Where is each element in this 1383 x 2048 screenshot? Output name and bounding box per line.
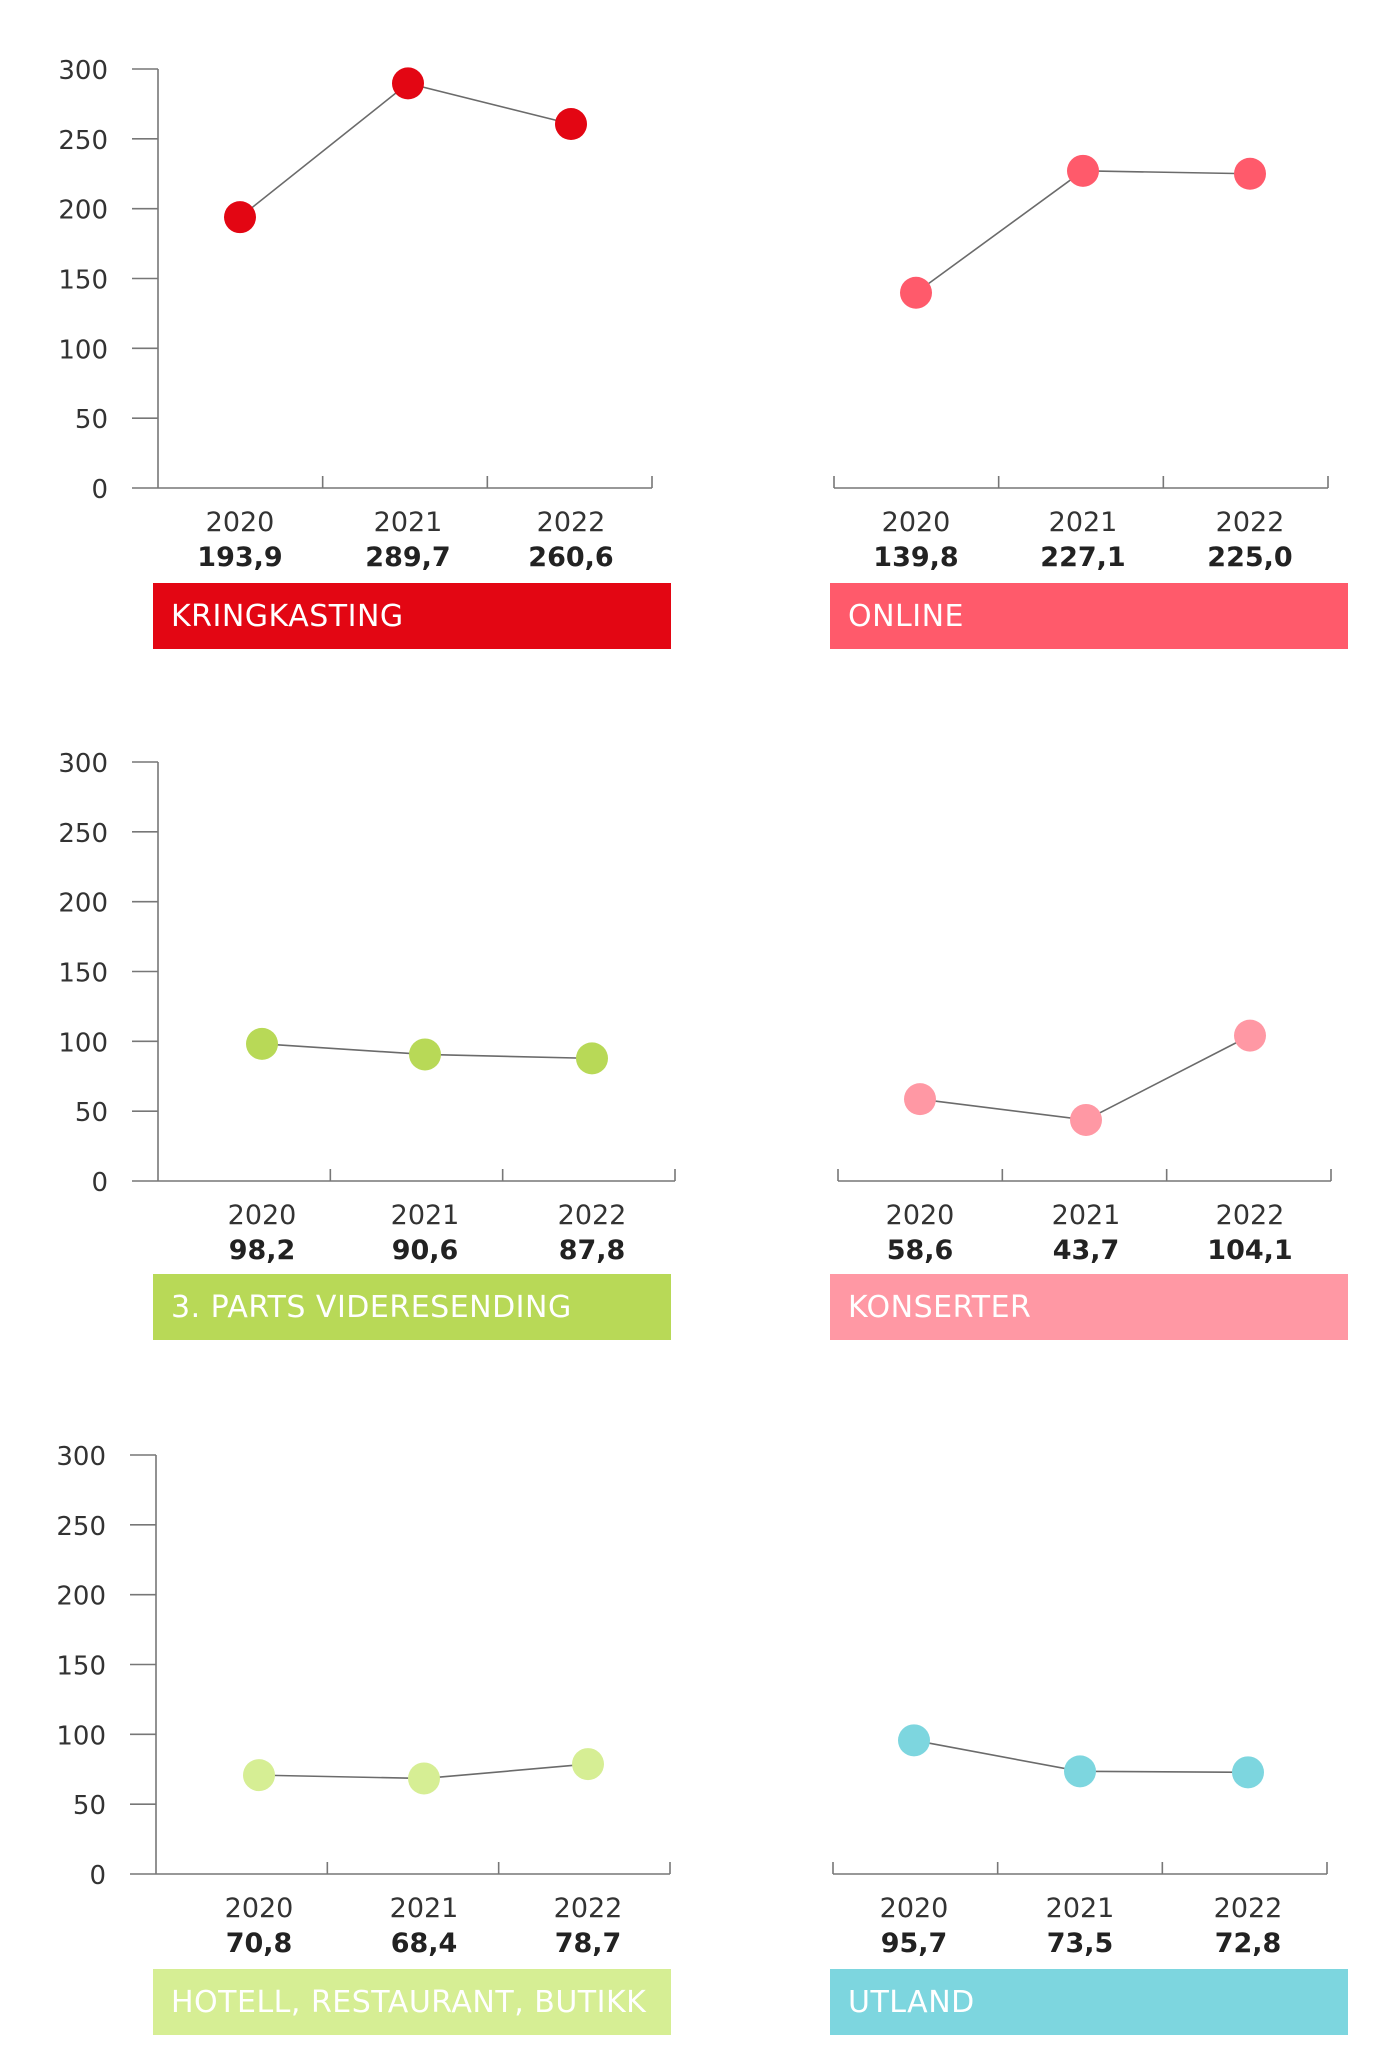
data-point: [1232, 1756, 1264, 1789]
data-value-label: 43,7: [1053, 1235, 1120, 1266]
data-value-label: 227,1: [1040, 542, 1125, 573]
data-point: [246, 1027, 278, 1060]
x-tick-label: 2022: [537, 507, 606, 538]
x-tick-label: 2020: [886, 1200, 955, 1231]
data-point: [408, 1762, 440, 1795]
y-tick-label: 300: [58, 749, 108, 779]
x-tick-label: 2022: [1216, 1200, 1285, 1231]
data-value-label: 139,8: [873, 542, 958, 573]
chart-panel-4: 2020 58,6 2021 43,7 2022 104,1: [837, 1019, 1332, 1266]
y-tick-label: 0: [89, 1861, 106, 1891]
x-tick-label: 2021: [374, 507, 443, 538]
y-tick-label: 300: [56, 1442, 106, 1472]
y-tick-label: 300: [58, 56, 108, 86]
x-tick-label: 2022: [558, 1200, 627, 1231]
panel-title: KONSERTER: [830, 1274, 1348, 1340]
data-value-label: 98,2: [229, 1235, 296, 1266]
chart-panel-3: 0 50 100 150 200 250 300 2020 98,2 2021 90,6 2022 87…: [58, 749, 676, 1266]
data-point: [572, 1748, 604, 1781]
y-tick-label: 200: [58, 889, 108, 919]
y-tick-label: 150: [58, 266, 108, 296]
chart-panel-2: 2020 139,8 2021 227,1 2022 225,0: [833, 154, 1329, 573]
y-tick-label: 250: [56, 1512, 106, 1542]
y-tick-label: 50: [75, 1098, 108, 1128]
data-point: [900, 276, 932, 309]
panel-title: 3. PARTS VIDERESENDING: [153, 1274, 671, 1340]
data-point: [1067, 154, 1099, 187]
data-value-label: 193,9: [197, 542, 282, 573]
y-tick-label: 100: [56, 1721, 106, 1751]
data-point: [904, 1083, 936, 1116]
y-tick-label: 250: [58, 819, 108, 849]
data-value-label: 90,6: [392, 1235, 459, 1266]
x-tick-label: 2021: [391, 1200, 460, 1231]
y-tick-label: 150: [58, 959, 108, 989]
y-tick-label: 100: [58, 1028, 108, 1058]
x-tick-label: 2021: [1049, 507, 1118, 538]
data-point: [224, 201, 256, 234]
y-tick-label: 200: [56, 1582, 106, 1612]
data-point: [1234, 1019, 1266, 1052]
data-point: [576, 1042, 608, 1075]
x-tick-label: 2020: [206, 507, 275, 538]
chart-panel-6: 2020 95,7 2021 73,5 2022 72,8: [832, 1724, 1328, 1959]
panel-title: ONLINE: [830, 583, 1348, 649]
data-value-label: 78,7: [555, 1928, 622, 1959]
x-tick-label: 2021: [390, 1893, 459, 1924]
data-point: [1234, 157, 1266, 190]
data-value-label: 68,4: [391, 1928, 458, 1959]
panel-title: KRINGKASTING: [153, 583, 671, 649]
x-tick-label: 2020: [882, 507, 951, 538]
data-point: [1070, 1103, 1102, 1136]
data-point: [409, 1038, 441, 1071]
data-value-label: 72,8: [1215, 1928, 1282, 1959]
x-tick-label: 2022: [1216, 507, 1285, 538]
x-tick-label: 2022: [1214, 1893, 1283, 1924]
data-value-label: 95,7: [881, 1928, 948, 1959]
x-tick-label: 2021: [1052, 1200, 1121, 1231]
y-tick-label: 100: [58, 335, 108, 365]
y-tick-label: 50: [75, 405, 108, 435]
data-value-label: 87,8: [559, 1235, 626, 1266]
x-tick-label: 2022: [554, 1893, 623, 1924]
data-value-label: 260,6: [528, 542, 613, 573]
x-tick-label: 2021: [1046, 1893, 1115, 1924]
y-tick-label: 0: [91, 1168, 108, 1198]
y-tick-label: 200: [58, 196, 108, 226]
data-point: [898, 1724, 930, 1757]
data-point: [243, 1759, 275, 1792]
y-tick-label: 50: [73, 1791, 106, 1821]
y-tick-label: 150: [56, 1652, 106, 1682]
x-tick-label: 2020: [228, 1200, 297, 1231]
data-value-label: 225,0: [1207, 542, 1292, 573]
panel-title: UTLAND: [830, 1969, 1348, 2035]
data-point: [555, 108, 587, 141]
y-tick-label: 250: [58, 126, 108, 156]
chart-panel-5: 0 50 100 150 200 250 300 2020 70,8 2021 68,4 2022 78…: [56, 1442, 671, 1959]
data-value-label: 104,1: [1207, 1235, 1292, 1266]
y-tick-label: 0: [91, 475, 108, 505]
data-value-label: 58,6: [887, 1235, 954, 1266]
panel-title: HOTELL, RESTAURANT, BUTIKK: [153, 1969, 671, 2035]
data-value-label: 70,8: [226, 1928, 293, 1959]
data-point: [1064, 1755, 1096, 1788]
x-tick-label: 2020: [225, 1893, 294, 1924]
data-point: [392, 67, 424, 100]
chart-panel-1: 0 50 100 150 200 250 300 2020 193,9 2021 289,7 2022…: [58, 56, 653, 573]
data-value-label: 289,7: [365, 542, 450, 573]
x-tick-label: 2020: [880, 1893, 949, 1924]
series-line: [239, 82, 572, 218]
data-value-label: 73,5: [1047, 1928, 1114, 1959]
series-line: [915, 170, 1251, 294]
